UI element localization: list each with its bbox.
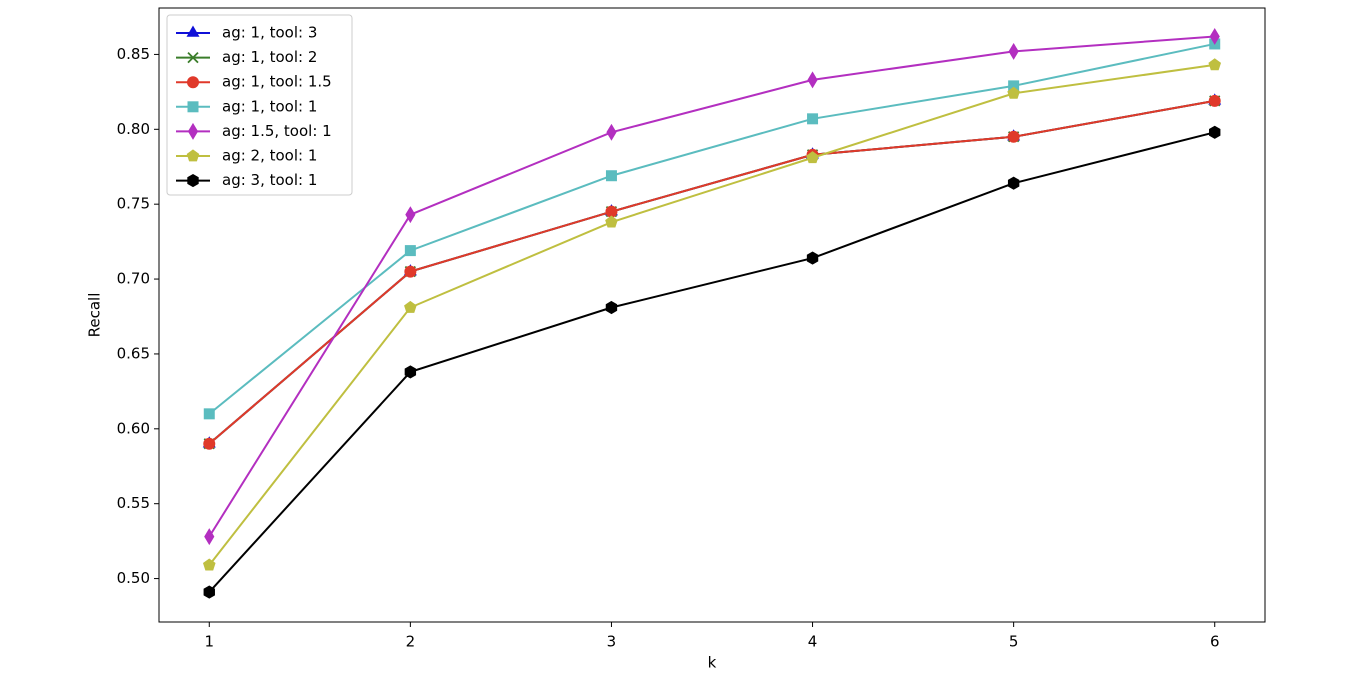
y-tick-label: 0.70 [117,270,150,288]
data-point [807,71,818,89]
data-point [606,123,617,141]
legend-label: ag: 1, tool: 1.5 [222,73,332,91]
data-point [203,585,215,599]
data-point [1008,42,1019,60]
series-line [208,63,1215,566]
x-tick-label: 5 [1009,633,1019,651]
legend-marker [187,76,199,89]
plot-frame [158,7,1266,623]
x-axis-label: k [708,654,717,672]
data-point [1007,130,1020,143]
data-point [1007,176,1020,190]
y-tick-label: 0.50 [117,569,150,587]
data-point [202,558,216,571]
y-tick-label: 0.75 [117,195,150,213]
data-point [1209,27,1220,45]
data-point [404,300,417,313]
x-tick-label: 1 [204,633,214,651]
data-point [1209,125,1221,139]
series-line [208,42,1215,415]
series-line [208,99,1215,445]
data-point [806,151,819,164]
series-line [208,99,1215,445]
legend-label: ag: 3, tool: 1 [222,171,317,189]
legend-marker [187,122,199,140]
data-point [605,205,618,218]
legend-label: ag: 1, tool: 2 [222,48,317,66]
legend-marker [187,174,199,188]
x-tick-label: 4 [808,633,818,651]
data-point [404,265,417,278]
y-tick-label: 0.80 [117,120,150,138]
legend-frame [166,14,353,196]
series [203,94,1221,450]
data-point [405,206,416,224]
data-point [1208,58,1222,71]
series [203,95,1221,450]
y-axis-label: Recall [86,293,104,338]
legend: ag: 1, tool: 3 ag: 1, tool: 2 ag: 1, tool:… [166,14,353,196]
legend-marker [186,149,200,162]
legend-label: ag: 1.5, tool: 1 [222,122,332,140]
y-tick-label: 0.65 [117,344,150,362]
data-point [807,113,819,125]
y-tick-label: 0.55 [117,494,150,512]
data-point [404,365,417,379]
x-tick-label: 3 [607,633,617,651]
legend-marker [186,25,200,37]
data-point [1208,94,1221,107]
x-tick-label: 2 [406,633,416,651]
y-tick-label: 0.85 [117,45,150,63]
series-line [208,35,1215,538]
y-tick-label: 0.60 [117,419,150,437]
series [202,58,1222,571]
series [203,38,1221,420]
data-point [605,215,618,228]
data-point [605,300,618,315]
series-line [208,99,1215,445]
legend-label: ag: 1, tool: 3 [222,24,317,42]
data-point [806,251,819,265]
data-point [1007,86,1020,99]
data-point [203,437,216,450]
legend-marker [187,101,199,113]
series [204,27,1220,546]
legend-marker [187,51,199,64]
data-point [203,408,215,420]
legend-label: ag: 1, tool: 1 [222,97,317,115]
data-point [404,245,416,257]
data-point [204,528,215,546]
legend-label: ag: 2, tool: 1 [222,147,317,165]
data-point [605,170,617,182]
series-line [208,131,1215,593]
series [203,125,1221,599]
x-tick-label: 6 [1210,633,1220,651]
